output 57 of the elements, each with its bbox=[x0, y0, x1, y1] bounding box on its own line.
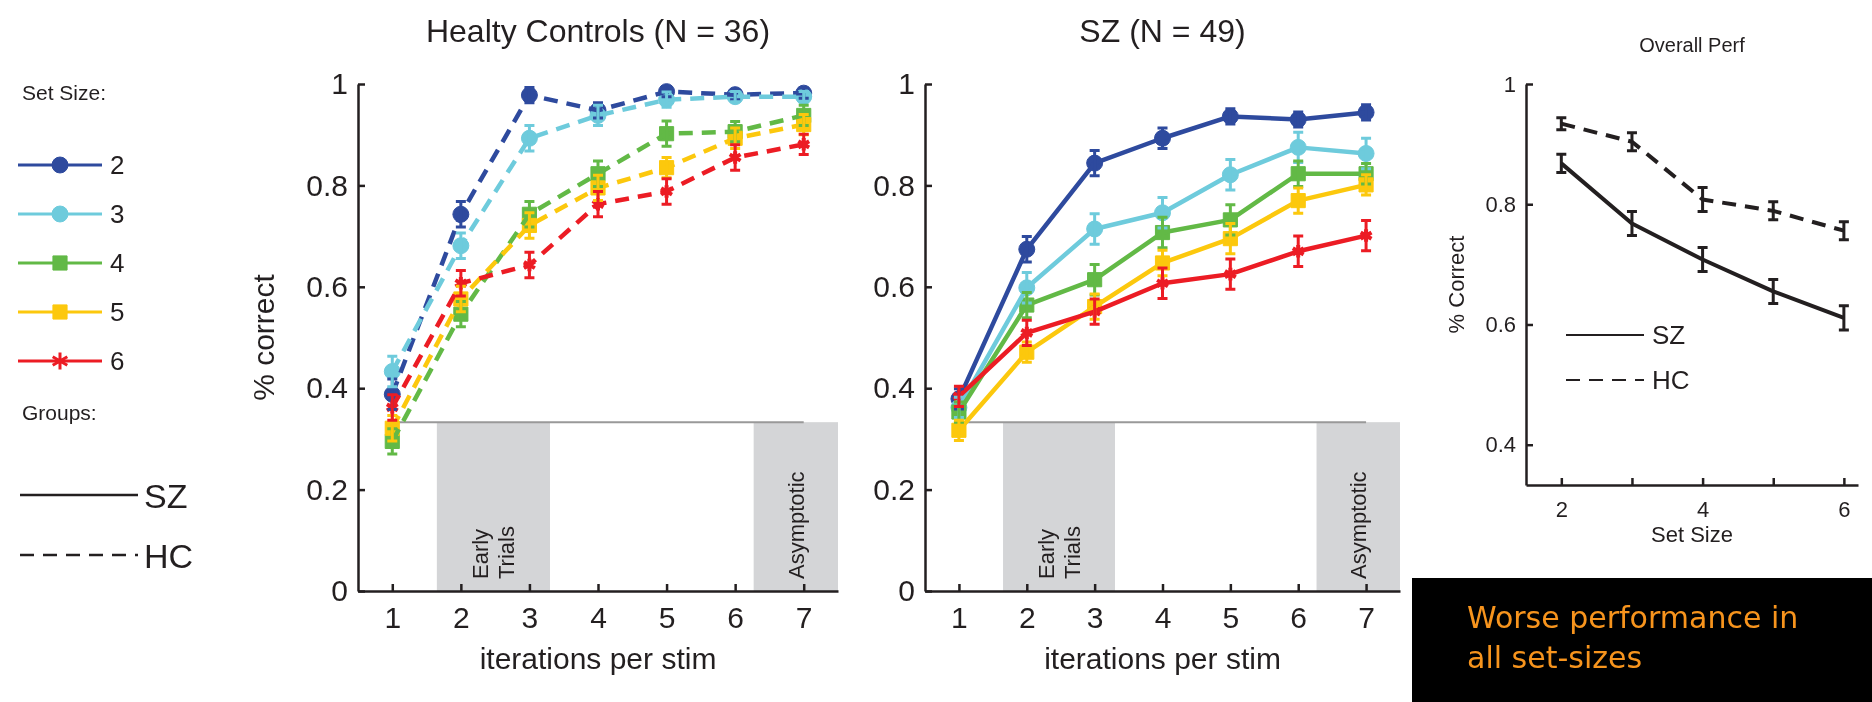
band-label: Asymptotic bbox=[783, 471, 809, 579]
y-tick-label: 0.2 bbox=[873, 472, 915, 506]
legend-label: 2 bbox=[110, 150, 125, 180]
y-tick-label: 0 bbox=[331, 574, 348, 608]
x-tick-label: 6 bbox=[1290, 601, 1308, 635]
y-tick-label: 0.4 bbox=[306, 371, 348, 405]
text: Groups: bbox=[22, 401, 97, 424]
band-label: Early Trials bbox=[468, 526, 520, 579]
x-tick-label: 4 bbox=[1154, 601, 1172, 635]
x-axis-title: Set Size bbox=[1651, 522, 1733, 548]
y-tick-label: 0.8 bbox=[1485, 191, 1516, 217]
x-tick-label: 6 bbox=[1838, 496, 1851, 522]
y-tick-label: 1 bbox=[1503, 71, 1516, 97]
y-tick-label: 0.6 bbox=[306, 269, 348, 303]
y-tick-label: 1 bbox=[331, 67, 348, 101]
chart-title: Healty Controls (N = 36) bbox=[425, 13, 771, 49]
y-tick-label: 0.2 bbox=[306, 472, 348, 506]
chart-title: Overall Perf bbox=[1639, 34, 1746, 56]
x-tick-label: 1 bbox=[951, 601, 968, 635]
x-tick-label: 3 bbox=[521, 601, 539, 635]
legend-label: SZ bbox=[1652, 320, 1686, 350]
y-axis-title: % Correct bbox=[1444, 235, 1470, 334]
y-tick-label: 0.8 bbox=[873, 168, 915, 202]
x-tick-label: 4 bbox=[1696, 496, 1710, 522]
legend-label: 3 bbox=[110, 199, 125, 229]
y-tick-label: 1 bbox=[898, 67, 915, 101]
y-tick-label: 0.8 bbox=[306, 168, 348, 202]
y-axis-title: % correct bbox=[247, 273, 280, 401]
x-axis-title: iterations per stim bbox=[1044, 642, 1281, 675]
x-tick-label: 5 bbox=[1222, 601, 1240, 635]
x-tick-label: 7 bbox=[795, 601, 813, 635]
x-tick-label: 2 bbox=[453, 601, 470, 635]
x-tick-label: 7 bbox=[1358, 601, 1375, 635]
y-tick-label: 0 bbox=[898, 574, 915, 608]
x-tick-label: 5 bbox=[658, 601, 676, 635]
legend-label: 5 bbox=[110, 297, 125, 327]
text: SZ bbox=[144, 477, 188, 515]
text: HC bbox=[144, 537, 194, 575]
x-axis-title: iterations per stim bbox=[479, 642, 717, 675]
x-tick-label: 2 bbox=[1018, 601, 1036, 635]
legend-label: 4 bbox=[110, 248, 125, 278]
y-tick-label: 0.6 bbox=[1485, 312, 1516, 338]
band-label: Early Trials bbox=[1034, 526, 1086, 579]
x-tick-label: 3 bbox=[1086, 601, 1104, 635]
y-tick-label: 0.4 bbox=[1485, 432, 1516, 458]
x-tick-label: 6 bbox=[727, 601, 744, 635]
legend-title: Set Size: bbox=[22, 81, 107, 104]
x-tick-label: 2 bbox=[1555, 496, 1568, 522]
band-label: Asymptotic bbox=[1346, 471, 1372, 579]
chart-title: SZ (N = 49) bbox=[1079, 13, 1246, 49]
legend-label: 6 bbox=[110, 346, 125, 376]
y-tick-label: 0.6 bbox=[873, 269, 915, 303]
x-tick-label: 1 bbox=[384, 601, 402, 635]
y-tick-label: 0.4 bbox=[873, 371, 915, 405]
text: Worse performance in all set-sizes bbox=[1467, 600, 1799, 675]
legend-label: HC bbox=[1652, 365, 1690, 395]
x-tick-label: 4 bbox=[590, 601, 607, 635]
